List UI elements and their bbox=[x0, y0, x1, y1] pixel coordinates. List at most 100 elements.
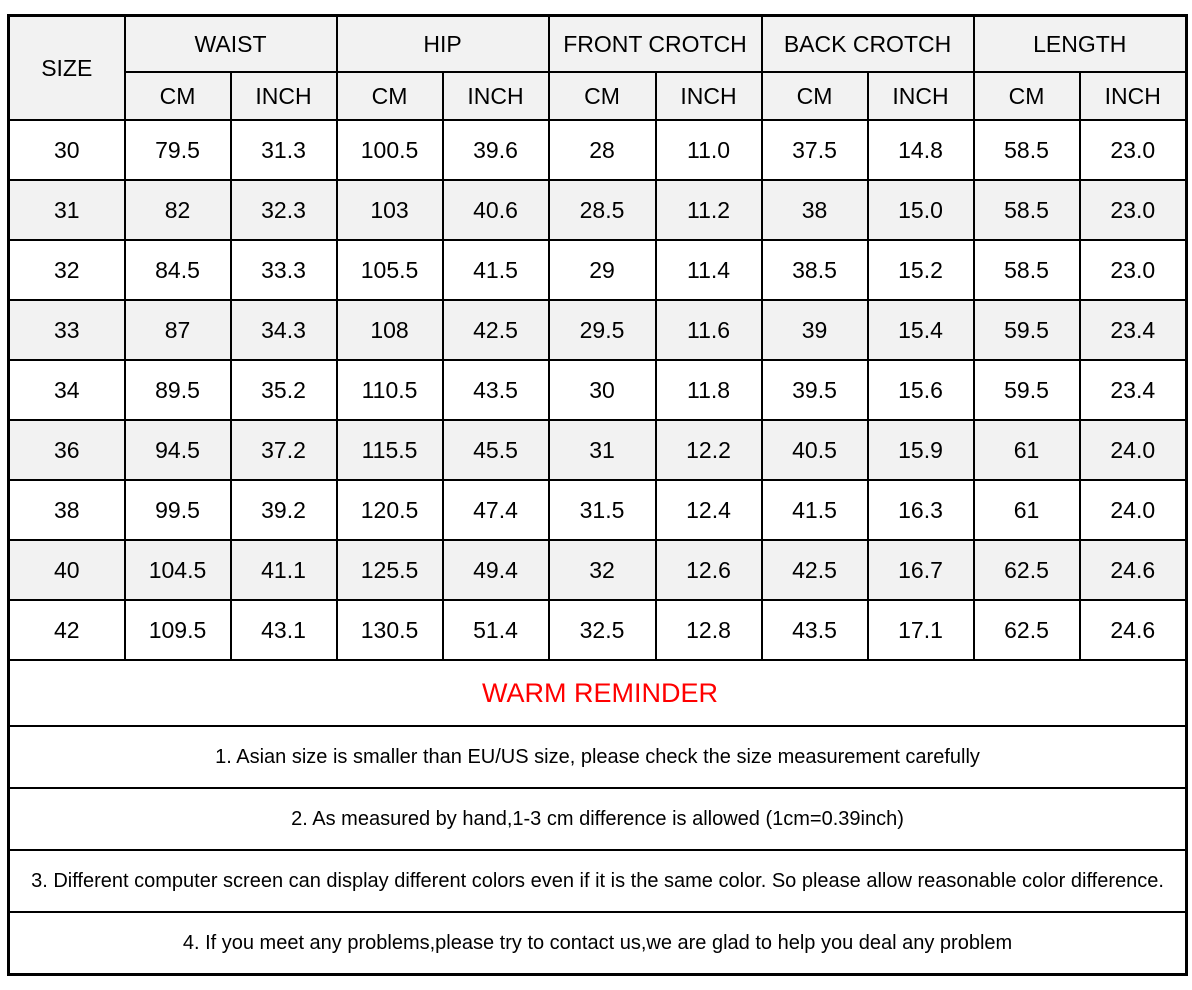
subheader-cm: CM bbox=[972, 71, 1081, 121]
measurement-cell: 39.5 bbox=[760, 359, 869, 421]
measurement-cell: 61 bbox=[972, 419, 1081, 481]
size-cell: 38 bbox=[7, 479, 126, 541]
measurement-cell: 24.0 bbox=[1078, 419, 1188, 481]
reminder-note-3: 3. Different computer screen can display… bbox=[7, 849, 1188, 913]
measurement-cell: 87 bbox=[123, 299, 232, 361]
measurement-cell: 103 bbox=[335, 179, 444, 241]
measurement-cell: 41.5 bbox=[760, 479, 869, 541]
measurement-cell: 16.7 bbox=[866, 539, 975, 601]
size-cell: 33 bbox=[7, 299, 126, 361]
reminder-section: WARM REMINDER 1. Asian size is smaller t… bbox=[7, 659, 1188, 976]
reminder-note-row: 2. As measured by hand,1-3 cm difference… bbox=[7, 787, 1188, 851]
measurement-cell: 105.5 bbox=[335, 239, 444, 301]
measurement-cell: 89.5 bbox=[123, 359, 232, 421]
measurement-cell: 43.5 bbox=[760, 599, 869, 661]
reminder-title-row: WARM REMINDER bbox=[7, 659, 1188, 727]
measurement-cell: 31.3 bbox=[229, 119, 338, 181]
measurement-cell: 15.4 bbox=[866, 299, 975, 361]
measurement-cell: 29.5 bbox=[547, 299, 657, 361]
measurement-cell: 43.5 bbox=[441, 359, 550, 421]
measurement-cell: 11.6 bbox=[654, 299, 763, 361]
measurement-cell: 39 bbox=[760, 299, 869, 361]
measurement-cell: 43.1 bbox=[229, 599, 338, 661]
measurement-cell: 32.5 bbox=[547, 599, 657, 661]
measurement-cell: 38.5 bbox=[760, 239, 869, 301]
size-chart-table: SIZE WAIST HIP FRONT CROTCH BACK CROTCH … bbox=[7, 14, 1189, 976]
measurement-cell: 61 bbox=[972, 479, 1081, 541]
measurement-cell: 125.5 bbox=[335, 539, 444, 601]
subheader-inch: INCH bbox=[441, 71, 550, 121]
measurement-cell: 82 bbox=[123, 179, 232, 241]
measurement-cell: 41.5 bbox=[441, 239, 550, 301]
measurement-cell: 58.5 bbox=[972, 179, 1081, 241]
measurement-cell: 42.5 bbox=[441, 299, 550, 361]
measurement-cell: 108 bbox=[335, 299, 444, 361]
reminder-note-2: 2. As measured by hand,1-3 cm difference… bbox=[7, 787, 1188, 851]
reminder-note-4: 4. If you meet any problems,please try t… bbox=[7, 911, 1188, 976]
measurement-cell: 59.5 bbox=[972, 299, 1081, 361]
measurement-cell: 11.8 bbox=[654, 359, 763, 421]
measurement-cell: 58.5 bbox=[972, 239, 1081, 301]
measurement-cell: 100.5 bbox=[335, 119, 444, 181]
table-row: 36 94.5 37.2 115.5 45.5 31 12.2 40.5 15.9 61 24.0 bbox=[7, 419, 1188, 481]
size-cell: 42 bbox=[7, 599, 126, 661]
measurement-cell: 94.5 bbox=[123, 419, 232, 481]
measurement-cell: 30 bbox=[547, 359, 657, 421]
measurement-cell: 115.5 bbox=[335, 419, 444, 481]
reminder-note-row: 1. Asian size is smaller than EU/US size… bbox=[7, 725, 1188, 789]
column-header-back-crotch: BACK CROTCH bbox=[760, 14, 975, 73]
subheader-cm: CM bbox=[123, 71, 232, 121]
size-cell: 32 bbox=[7, 239, 126, 301]
table-row: 33 87 34.3 108 42.5 29.5 11.6 39 15.4 59.5 23.4 bbox=[7, 299, 1188, 361]
measurement-cell: 24.6 bbox=[1078, 539, 1188, 601]
measurement-cell: 51.4 bbox=[441, 599, 550, 661]
header-group-row: SIZE WAIST HIP FRONT CROTCH BACK CROTCH … bbox=[7, 14, 1188, 121]
measurement-cell: 84.5 bbox=[123, 239, 232, 301]
measurement-cell: 47.4 bbox=[441, 479, 550, 541]
measurement-cell: 23.0 bbox=[1078, 119, 1188, 181]
column-header-hip: HIP bbox=[335, 14, 550, 73]
table-row: 31 82 32.3 103 40.6 28.5 11.2 38 15.0 58.5 23.0 bbox=[7, 179, 1188, 241]
measurement-cell: 23.0 bbox=[1078, 239, 1188, 301]
measurement-cell: 40.6 bbox=[441, 179, 550, 241]
measurement-cell: 11.4 bbox=[654, 239, 763, 301]
table-row: 42 109.5 43.1 130.5 51.4 32.5 12.8 43.5 17.1 62.5… bbox=[7, 599, 1188, 661]
measurement-cell: 35.2 bbox=[229, 359, 338, 421]
measurement-cell: 33.3 bbox=[229, 239, 338, 301]
reminder-note-1: 1. Asian size is smaller than EU/US size… bbox=[7, 725, 1188, 789]
measurement-cell: 12.2 bbox=[654, 419, 763, 481]
measurement-cell: 62.5 bbox=[972, 599, 1081, 661]
size-cell: 31 bbox=[7, 179, 126, 241]
column-header-size: SIZE bbox=[7, 14, 126, 121]
measurement-cell: 17.1 bbox=[866, 599, 975, 661]
measurement-cell: 12.8 bbox=[654, 599, 763, 661]
measurement-cell: 15.6 bbox=[866, 359, 975, 421]
table-row: 38 99.5 39.2 120.5 47.4 31.5 12.4 41.5 16.3 61 24.… bbox=[7, 479, 1188, 541]
measurement-cell: 79.5 bbox=[123, 119, 232, 181]
column-header-front-crotch: FRONT CROTCH bbox=[547, 14, 763, 73]
size-cell: 34 bbox=[7, 359, 126, 421]
size-table-body: 30 79.5 31.3 100.5 39.6 28 11.0 37.5 14.8 58.5 23.… bbox=[7, 119, 1188, 661]
measurement-cell: 45.5 bbox=[441, 419, 550, 481]
table-row: 32 84.5 33.3 105.5 41.5 29 11.4 38.5 15.2 58.5 23.… bbox=[7, 239, 1188, 301]
subheader-row: CM INCH CM INCH CM INCH CM INCH CM INCH bbox=[9, 71, 1188, 121]
subheader-inch: INCH bbox=[229, 71, 338, 121]
subheader-cm: CM bbox=[335, 71, 444, 121]
measurement-cell: 120.5 bbox=[335, 479, 444, 541]
measurement-cell: 41.1 bbox=[229, 539, 338, 601]
measurement-cell: 12.4 bbox=[654, 479, 763, 541]
table-row: 40 104.5 41.1 125.5 49.4 32 12.6 42.5 16.7 62.5 24… bbox=[7, 539, 1188, 601]
measurement-cell: 31.5 bbox=[547, 479, 657, 541]
measurement-cell: 15.2 bbox=[866, 239, 975, 301]
measurement-cell: 28.5 bbox=[547, 179, 657, 241]
measurement-cell: 23.4 bbox=[1078, 299, 1188, 361]
measurement-cell: 99.5 bbox=[123, 479, 232, 541]
table-row: 30 79.5 31.3 100.5 39.6 28 11.0 37.5 14.8 58.5 23.… bbox=[7, 119, 1188, 181]
measurement-cell: 62.5 bbox=[972, 539, 1081, 601]
measurement-cell: 110.5 bbox=[335, 359, 444, 421]
column-header-length: LENGTH bbox=[972, 14, 1188, 73]
warm-reminder-title: WARM REMINDER bbox=[7, 659, 1188, 727]
size-cell: 30 bbox=[7, 119, 126, 181]
measurement-cell: 109.5 bbox=[123, 599, 232, 661]
